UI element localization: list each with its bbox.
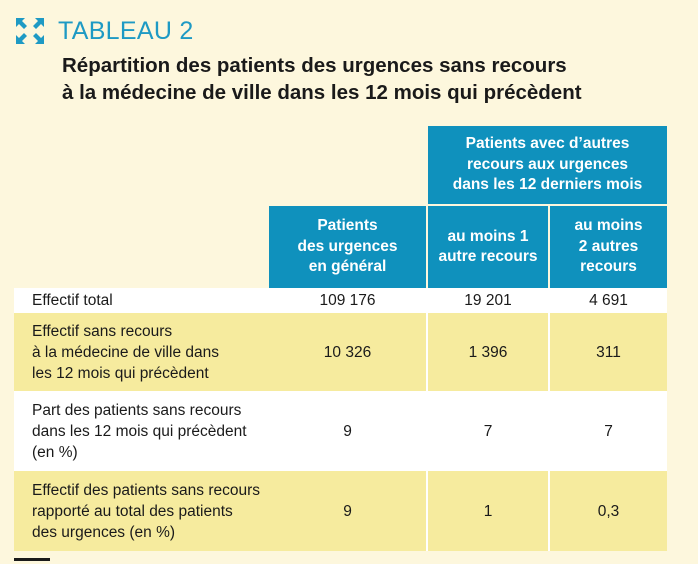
row-label-line: Effectif total	[32, 292, 113, 309]
row-label-line: Effectif des patients sans recours	[32, 481, 261, 499]
cell-value: 19 201	[426, 288, 548, 313]
column-header-line: au moins	[574, 217, 643, 235]
row-label-line: à la médecine de ville dans	[32, 343, 219, 361]
table-row: Part des patients sans recours dans les …	[14, 391, 668, 471]
column-header-line: au moins 1	[447, 227, 529, 245]
row-label-line: les 12 mois qui précèdent	[32, 364, 209, 382]
group-header-line: dans les 12 derniers mois	[452, 176, 643, 194]
table-row: Effectif des patients sans recours rappo…	[14, 471, 668, 551]
row-label-line: (en %)	[32, 443, 78, 461]
row-label-line: des urgences (en %)	[32, 523, 176, 541]
row-label-line: Effectif sans recours	[32, 322, 173, 340]
expand-arrows-icon	[16, 18, 44, 44]
row-label: Effectif sans recours à la médecine de v…	[14, 313, 269, 391]
row-label-line: dans les 12 mois qui précèdent	[32, 422, 247, 440]
cell-value: 1 396	[426, 313, 548, 391]
empty-corner	[14, 126, 269, 206]
footer-rule	[14, 558, 50, 561]
column-header-general: Patients des urgences en général	[269, 206, 426, 288]
column-header-line: 2 autres	[578, 237, 639, 255]
data-table-wrapper: Patients avec d’autres recours aux urgen…	[14, 126, 668, 551]
cell-value: 9	[269, 471, 426, 551]
table-title-line-2: à la médecine de ville dans les 12 mois …	[62, 81, 582, 104]
cell-value: 1	[426, 471, 548, 551]
row-label: Effectif total	[14, 288, 269, 313]
row-label: Effectif des patients sans recours rappo…	[14, 471, 269, 551]
column-header-line: en général	[308, 258, 387, 276]
cell-value: 10 326	[269, 313, 426, 391]
table-header: TABLEAU 2 Répartition des patients des u…	[14, 14, 688, 106]
cell-value: 311	[548, 313, 668, 391]
cell-value: 7	[426, 391, 548, 471]
column-header-at-least-1: au moins 1 autre recours	[426, 206, 548, 288]
column-header-line: Patients	[317, 217, 378, 235]
cell-value: 9	[269, 391, 426, 471]
column-header-line: recours	[580, 258, 637, 276]
row-label-line: Part des patients sans recours	[32, 401, 242, 419]
table-title: Répartition des patients des urgences sa…	[62, 52, 688, 106]
group-header-line: Patients avec d’autres	[465, 135, 630, 153]
column-header-at-least-2: au moins 2 autres recours	[548, 206, 668, 288]
group-header-line: recours aux urgences	[466, 155, 629, 173]
row-label-line: rapporté au total des patients	[32, 502, 233, 520]
column-header-line: des urgences	[297, 237, 398, 255]
cell-value: 4 691	[548, 288, 668, 313]
table-row: Effectif total 109 176 19 201 4 691	[14, 288, 668, 313]
empty-corner	[14, 206, 269, 288]
table-row: Effectif sans recours à la médecine de v…	[14, 313, 668, 391]
table-title-line-1: Répartition des patients des urgences sa…	[62, 54, 567, 77]
row-label: Part des patients sans recours dans les …	[14, 391, 269, 471]
cell-value: 0,3	[548, 471, 668, 551]
cell-value: 109 176	[269, 288, 426, 313]
title-row: TABLEAU 2	[14, 14, 688, 48]
data-table: Patients avec d’autres recours aux urgen…	[14, 126, 668, 551]
group-header-other-recourse: Patients avec d’autres recours aux urgen…	[426, 126, 668, 206]
tableau-label: TABLEAU 2	[58, 16, 194, 45]
cell-value: 7	[548, 391, 668, 471]
column-header-line: autre recours	[438, 248, 538, 265]
empty-corner	[269, 126, 426, 206]
